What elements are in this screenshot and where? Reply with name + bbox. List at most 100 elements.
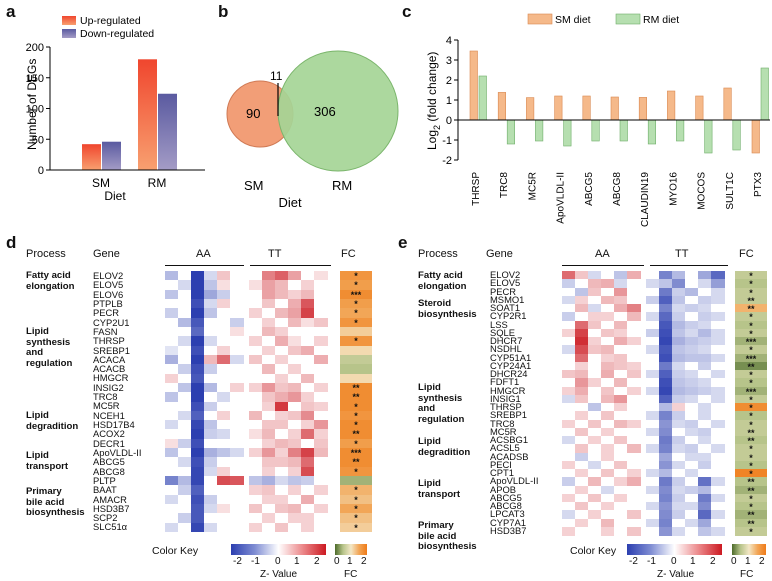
d-heatmap-cell <box>217 401 231 412</box>
d-heatmap-cell <box>301 336 315 347</box>
e-heatmap-cell <box>562 444 576 453</box>
e-fc-gradient <box>732 544 766 555</box>
e-heatmap-cell <box>646 328 660 338</box>
e-heatmap-cell <box>575 378 589 387</box>
d-heatmap-cell <box>262 354 276 365</box>
d-heatmap-cell <box>165 364 179 375</box>
bar-rm-ptx3 <box>760 67 769 121</box>
d-heatmap-cell <box>230 485 244 496</box>
d-fc-cell <box>340 392 372 402</box>
d-heatmap-cell <box>314 308 328 319</box>
d-heatmap-cell <box>314 373 328 384</box>
d-gene-list: ELOV2 ELOV5 ELOV6 PTPLB PECR CYP2U1 FASN THRSP S… <box>93 271 141 532</box>
e-zscore-label: Z- Value <box>657 569 695 580</box>
e-gene-label: HSD3B7 <box>490 524 527 536</box>
d-heatmap-cell <box>204 373 218 384</box>
d-heatmap-cell <box>249 336 263 347</box>
d-heatmap-cell <box>262 382 276 393</box>
e-heatmap-cell <box>575 337 589 346</box>
d-heatmap-cell <box>165 457 179 468</box>
d-heatmap-cell <box>288 513 302 524</box>
d-heatmap-cell <box>230 326 244 337</box>
d-heatmap-cell <box>249 410 263 421</box>
e-fc-significance: * <box>749 460 753 471</box>
e-fc-significance: * <box>749 502 753 512</box>
e-heatmap-cell <box>711 345 725 354</box>
c-ytick-label: 0 <box>446 115 452 127</box>
e-heatmap-cell <box>646 502 660 511</box>
d-fc-cell <box>340 420 372 430</box>
a-xlabel: Diet <box>104 189 126 203</box>
e-heatmap-cell <box>672 378 686 387</box>
bar-up-rm <box>138 59 157 170</box>
e-heatmap-cell <box>627 287 641 297</box>
e-fc-significance: * <box>749 370 753 380</box>
d-heatmap-cell <box>217 494 231 505</box>
d-heatmap-cell <box>314 392 328 402</box>
d-fc-cell <box>340 429 372 440</box>
d-heatmap-cell <box>217 420 231 430</box>
d-heatmap-cell <box>314 513 328 524</box>
d-heatmap-cell <box>204 420 218 430</box>
c-gene-label: ABCG5 <box>584 172 595 206</box>
d-fc-significance: * <box>354 317 358 328</box>
e-heatmap-cell <box>685 328 699 338</box>
e-fc-significance: ** <box>747 477 755 488</box>
e-heatmap-cell <box>711 304 725 313</box>
e-gene-label: ABCG8 <box>490 500 522 511</box>
e-heatmap-cell <box>711 328 725 338</box>
d-heatmap-cell <box>301 466 315 477</box>
d-heatmap-cell <box>314 326 328 337</box>
e-gene-header: Gene <box>486 248 513 260</box>
d-fc-cell <box>340 448 372 458</box>
e-heatmap-cell <box>562 452 576 462</box>
e-fc-cell <box>735 510 767 519</box>
d-fc-cell <box>340 504 372 514</box>
d-heatmap-cell <box>314 494 328 505</box>
e-heatmap-cell <box>627 477 641 486</box>
d-fc-column: * * *** * * * * ** ** * * * ** * *** ** * * * * * * <box>340 271 372 533</box>
e-heatmap-cell <box>588 427 602 437</box>
d-heatmap-cell <box>191 466 205 477</box>
d-heatmap-cell <box>217 513 231 524</box>
e-heatmap-cell <box>672 271 686 280</box>
d-heatmap-cell <box>288 326 302 337</box>
d-heatmap-cell <box>288 448 302 458</box>
d-fc-significance: * <box>354 280 358 291</box>
e-heatmap-cell <box>575 460 589 470</box>
e-heatmap-cell <box>575 271 589 280</box>
e-heatmap-cell <box>659 370 673 379</box>
d-heatmap-cell <box>178 457 192 468</box>
d-heatmap-cell <box>288 373 302 384</box>
e-heatmap-cell <box>627 370 641 379</box>
d-heatmap <box>165 271 333 533</box>
d-heatmap-cell <box>178 392 192 402</box>
d-heatmap-cell <box>217 336 231 347</box>
d-heatmap-cell <box>204 271 218 281</box>
e-heatmap-cell <box>672 477 686 486</box>
e-heatmap-cell <box>562 320 576 330</box>
e-heatmap-cell <box>698 419 712 429</box>
d-heatmap-cell <box>191 336 205 347</box>
e-heatmap-cell <box>627 444 641 453</box>
d-heatmap-cell <box>204 298 218 309</box>
d-heatmap-cell <box>262 513 276 524</box>
d-heatmap-cell <box>230 345 244 356</box>
e-heatmap-cell <box>588 518 602 528</box>
d-heatmap-cell <box>275 448 289 458</box>
d-heatmap-cell <box>165 522 179 533</box>
d-fc-significance: * <box>354 420 358 431</box>
e-fc-significance: * <box>749 328 753 339</box>
e-heatmap-cell <box>659 353 673 363</box>
e-heatmap-cell <box>698 312 712 321</box>
d-heatmap-cell <box>230 298 244 309</box>
d-heatmap-cell <box>301 289 315 300</box>
d-heatmap-cell <box>191 448 205 458</box>
d-heatmap-cell <box>262 373 276 384</box>
e-fc-significance: * <box>749 287 753 298</box>
d-heatmap-cell <box>301 317 315 328</box>
e-fc-cell <box>735 304 767 313</box>
d-heatmap-cell <box>165 280 179 291</box>
d-heatmap-cell <box>178 420 192 430</box>
d-process-lipid-synthesis: Lipid synthesis and regulation <box>26 326 73 369</box>
